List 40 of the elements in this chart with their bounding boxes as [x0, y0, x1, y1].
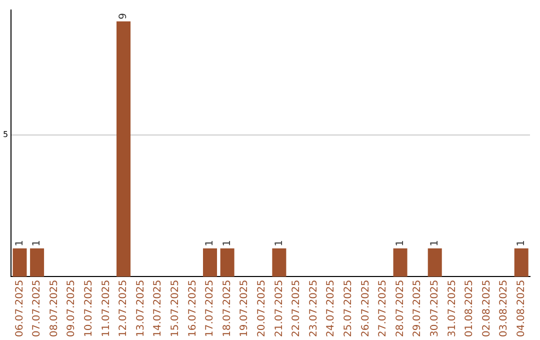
y-tick-label: 5: [2, 130, 8, 139]
x-tick-label: 20.07.2025: [256, 280, 268, 338]
data-label: 1: [14, 240, 26, 246]
x-tick-label: 15.07.2025: [170, 280, 182, 338]
data-label: 1: [204, 240, 216, 246]
x-tick-label: 07.07.2025: [32, 280, 43, 338]
x-tick-label: 14.07.2025: [152, 280, 164, 338]
data-label: 1: [394, 240, 406, 246]
x-tick-label: 12.07.2025: [118, 280, 130, 338]
x-tick-label: 18.07.2025: [222, 280, 233, 338]
x-tick-label: 17.07.2025: [204, 280, 216, 338]
data-label: 9: [118, 12, 130, 20]
x-tick-label: 13.07.2025: [135, 280, 146, 338]
data-label: 1: [274, 240, 285, 246]
x-tick-label: 11.07.2025: [100, 280, 112, 338]
x-tick-label: 31.07.2025: [446, 280, 458, 338]
x-tick-label: 02.08.2025: [481, 280, 492, 338]
x-tick-label: 04.08.2025: [516, 280, 527, 338]
data-label: 1: [516, 240, 527, 246]
x-tick-label: 21.07.2025: [274, 280, 285, 338]
x-tick-label: 16.07.2025: [187, 280, 198, 338]
x-tick-label: 30.07.2025: [429, 280, 440, 338]
data-label: 1: [222, 240, 233, 246]
data-label: 1: [32, 240, 43, 246]
x-tick-label: 06.07.2025: [14, 280, 26, 338]
x-tick-label: 26.07.2025: [360, 280, 372, 338]
x-tick-label: 08.07.2025: [48, 280, 60, 338]
x-tick-label: 03.08.2025: [498, 280, 510, 338]
x-tick-label: 10.07.2025: [84, 280, 95, 338]
x-tick-label: 01.08.2025: [464, 280, 476, 338]
x-tick-label: 24.07.2025: [326, 280, 337, 338]
x-tick-label: 22.07.2025: [291, 280, 302, 338]
x-tick-label: 27.07.2025: [378, 280, 389, 338]
data-label: 1: [429, 240, 440, 246]
x-tick-label: 19.07.2025: [239, 280, 250, 338]
x-tick-label: 29.07.2025: [412, 280, 424, 338]
x-tick-label: 25.07.2025: [342, 280, 354, 338]
x-tick-label: 09.07.2025: [66, 280, 78, 338]
x-tick-label: 23.07.2025: [308, 280, 320, 338]
x-tick-label: 28.07.2025: [394, 280, 406, 338]
